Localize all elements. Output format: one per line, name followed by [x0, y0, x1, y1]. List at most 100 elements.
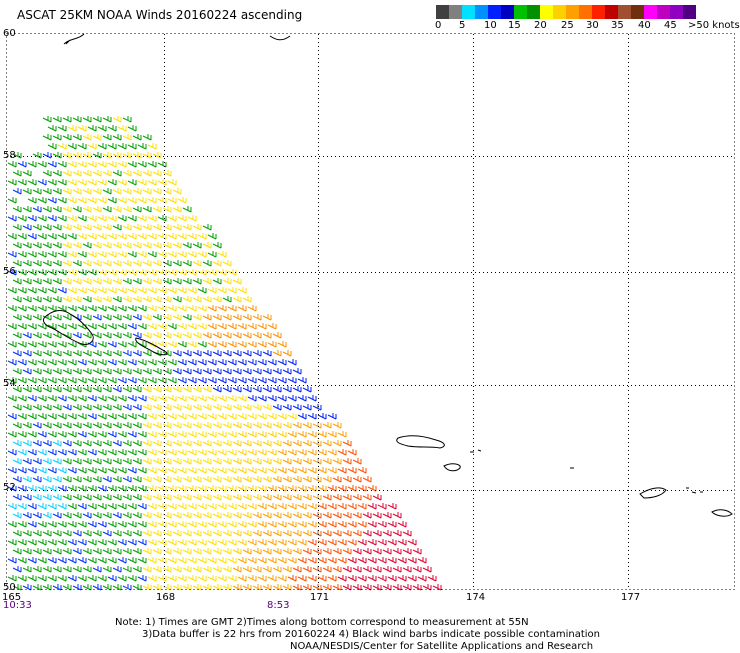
wind-barb	[87, 143, 97, 150]
wind-barb	[147, 395, 157, 402]
wind-barb	[372, 494, 382, 501]
wind-barb	[197, 575, 207, 582]
wind-barb	[387, 539, 397, 546]
wind-barb	[87, 431, 97, 438]
wind-barb	[47, 305, 57, 312]
wind-barb	[307, 431, 317, 438]
wind-barb	[122, 458, 132, 465]
wind-barb	[292, 458, 302, 465]
wind-barb	[142, 296, 152, 303]
longitude-labels: 165 168 171 174 177	[2, 592, 640, 603]
wind-barb	[402, 530, 412, 537]
wind-barb	[147, 197, 157, 204]
wind-barb	[377, 557, 387, 564]
wind-barb	[47, 125, 57, 132]
wind-barb	[357, 521, 367, 528]
wind-barb	[7, 395, 17, 402]
wind-barb	[297, 521, 307, 528]
wind-barb	[242, 422, 252, 429]
wind-barb	[152, 368, 162, 375]
wind-barb	[152, 476, 162, 483]
wind-barb	[7, 161, 17, 168]
wind-barb	[172, 476, 182, 483]
wind-barb	[67, 323, 77, 330]
wind-barb	[197, 233, 207, 240]
wind-barb	[107, 197, 117, 204]
wind-barb	[212, 314, 222, 321]
wind-barb	[7, 503, 17, 510]
wind-barb	[192, 386, 202, 393]
wind-barb	[232, 548, 242, 555]
wind-barb	[132, 530, 142, 537]
wind-barb	[112, 170, 122, 177]
wind-barb	[232, 386, 242, 393]
wind-barb	[162, 458, 172, 465]
wind-barb	[72, 494, 82, 501]
wind-barb	[222, 440, 232, 447]
wind-barb	[352, 494, 362, 501]
wind-barb	[22, 404, 32, 411]
wind-barb	[32, 296, 42, 303]
wind-barb	[302, 512, 312, 519]
wind-barb	[12, 242, 22, 249]
wind-barb	[187, 359, 197, 366]
wind-barb	[117, 485, 127, 492]
wind-barb	[7, 359, 17, 366]
wind-barb	[257, 521, 267, 528]
wind-barb	[97, 287, 107, 294]
wind-barb	[237, 557, 247, 564]
wind-barb	[82, 350, 92, 357]
wind-barb	[127, 575, 137, 582]
wind-barb	[82, 476, 92, 483]
wind-barb	[167, 179, 177, 186]
wind-barb	[132, 332, 142, 339]
wind-barb	[302, 494, 312, 501]
wind-barb	[107, 143, 117, 150]
wind-barb	[152, 530, 162, 537]
wind-barb	[272, 350, 282, 357]
wind-barb	[52, 530, 62, 537]
wind-barb	[92, 386, 102, 393]
latitude-labels: 60 58 56 54 52 50	[3, 28, 16, 593]
wind-barb	[92, 134, 102, 141]
wind-barb	[107, 179, 117, 186]
wind-barb	[182, 386, 192, 393]
colorbar-swatch	[618, 5, 631, 19]
wind-barb	[132, 512, 142, 519]
wind-barb	[97, 431, 107, 438]
wind-barb	[337, 539, 347, 546]
wind-barb	[262, 530, 272, 537]
wind-barb	[257, 413, 267, 420]
wind-barb	[137, 485, 147, 492]
wind-barb	[32, 332, 42, 339]
wind-barb	[322, 440, 332, 447]
wind-barb	[152, 404, 162, 411]
wind-barb	[337, 557, 347, 564]
wind-barb	[232, 458, 242, 465]
wind-barb	[17, 359, 27, 366]
wind-barb	[222, 422, 232, 429]
wind-barb	[57, 413, 67, 420]
wind-barb	[62, 566, 72, 573]
wind-barb	[227, 377, 237, 384]
wind-barb	[152, 584, 162, 591]
wind-barb	[32, 476, 42, 483]
wind-barb	[247, 359, 257, 366]
wind-barb	[297, 377, 307, 384]
wind-barb	[257, 323, 267, 330]
wind-barb	[62, 170, 72, 177]
wind-barb	[137, 359, 147, 366]
wind-barb	[352, 566, 362, 573]
wind-barb	[107, 377, 117, 384]
wind-barb	[102, 530, 112, 537]
wind-barb	[247, 413, 257, 420]
longitude-label: 171	[310, 592, 329, 603]
wind-barb	[147, 359, 157, 366]
wind-barb	[142, 404, 152, 411]
wind-barb	[22, 512, 32, 519]
wind-barb	[102, 440, 112, 447]
wind-barb	[112, 188, 122, 195]
wind-barb	[167, 521, 177, 528]
wind-barb	[417, 557, 427, 564]
wind-barb	[312, 458, 322, 465]
